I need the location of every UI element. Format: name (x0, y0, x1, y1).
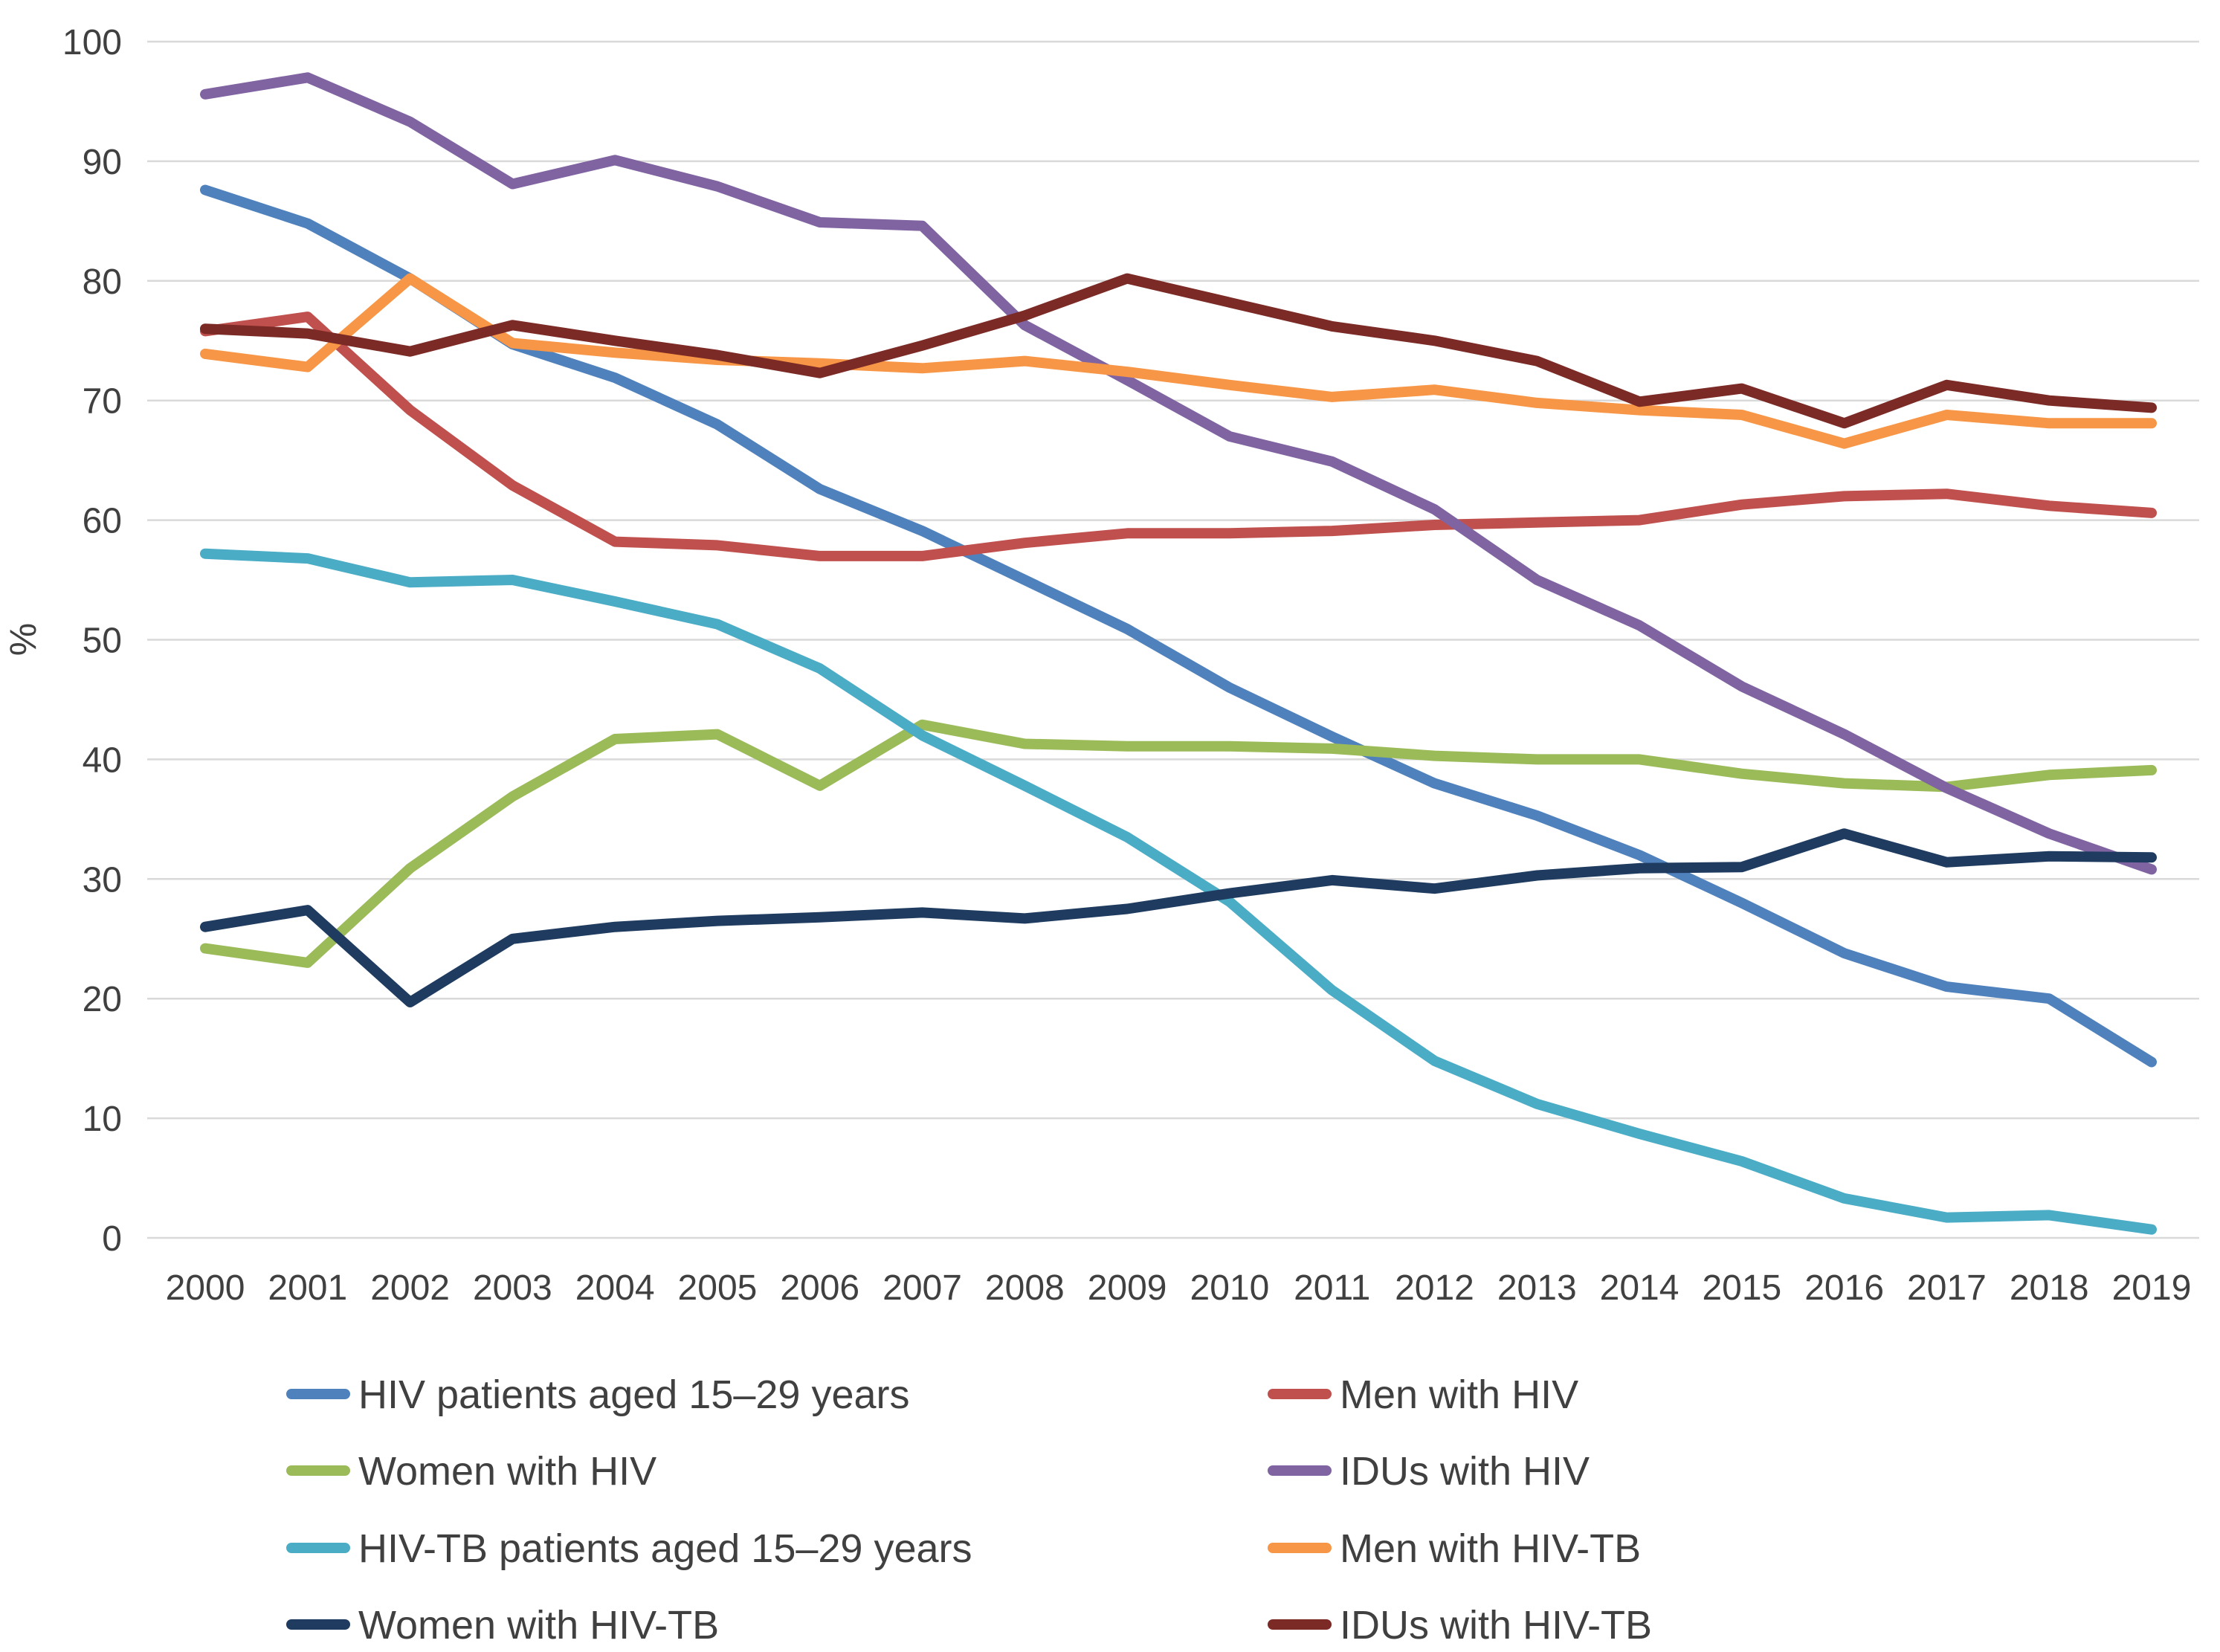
y-tick-label: 30 (83, 860, 122, 900)
x-tick-label: 2016 (1804, 1268, 1884, 1308)
x-tick-label: 2012 (1395, 1268, 1474, 1308)
x-tick-label: 2004 (575, 1268, 655, 1308)
y-tick-label: 40 (83, 741, 122, 780)
x-tick-label: 2011 (1294, 1268, 1370, 1308)
series-line-3 (200, 719, 2157, 968)
x-tick-label: 2000 (166, 1268, 245, 1308)
x-tick-label: 2014 (1600, 1268, 1679, 1308)
legend-label: IDUs with HIV (1340, 1449, 1590, 1494)
x-tick-label: 2006 (780, 1268, 859, 1308)
y-tick-label: 50 (83, 622, 122, 661)
y-tick-label: 0 (102, 1219, 122, 1259)
y-axis-ticks: 0 10 20 30 40 50 60 70 80 90 100 (62, 23, 122, 1259)
series-line-5 (200, 548, 2157, 1235)
series-line-7 (200, 828, 2157, 1007)
legend-label: Men with HIV-TB (1340, 1526, 1641, 1571)
legend-label: IDUs with HIV-TB (1340, 1603, 1652, 1648)
series-line-6 (200, 273, 2157, 449)
legend: HIV patients aged 15–29 years Men with HI… (286, 1372, 1652, 1648)
y-tick-label: 20 (83, 980, 122, 1019)
x-tick-label: 2017 (1907, 1268, 1987, 1308)
legend-label: HIV-TB patients aged 15–29 years (358, 1526, 972, 1571)
legend-label: Men with HIV (1340, 1372, 1578, 1417)
x-tick-label: 2013 (1497, 1268, 1577, 1308)
x-tick-label: 2007 (882, 1268, 962, 1308)
legend-label: Women with HIV-TB (358, 1603, 719, 1648)
x-tick-label: 2019 (2112, 1268, 2192, 1308)
y-tick-label: 100 (62, 23, 122, 62)
series-line-8 (200, 273, 2157, 429)
y-tick-label: 10 (83, 1100, 122, 1139)
y-tick-label: 80 (83, 262, 122, 302)
series-line-1 (200, 184, 2157, 1068)
series-line-2 (200, 312, 2157, 561)
legend-label: HIV patients aged 15–29 years (358, 1372, 910, 1417)
x-tick-label: 2015 (1702, 1268, 1781, 1308)
gridlines (147, 40, 2199, 1239)
x-tick-label: 2003 (473, 1268, 552, 1308)
y-tick-label: 70 (83, 382, 122, 422)
y-axis-title: % (2, 623, 44, 656)
series-line-4 (200, 72, 2157, 875)
y-tick-label: 90 (83, 143, 122, 182)
x-tick-label: 2001 (268, 1268, 347, 1308)
y-tick-label: 60 (83, 502, 122, 541)
series-lines (200, 72, 2157, 1235)
x-axis-ticks: 2000 2001 2002 2003 2004 2005 2006 2007 2008 2009… (166, 1268, 2192, 1308)
x-tick-label: 2018 (2010, 1268, 2089, 1308)
x-tick-label: 2010 (1190, 1268, 1270, 1308)
x-tick-label: 2009 (1088, 1268, 1167, 1308)
legend-label: Women with HIV (358, 1449, 656, 1494)
x-tick-label: 2002 (370, 1268, 450, 1308)
x-tick-label: 2005 (678, 1268, 758, 1308)
x-tick-label: 2008 (985, 1268, 1065, 1308)
